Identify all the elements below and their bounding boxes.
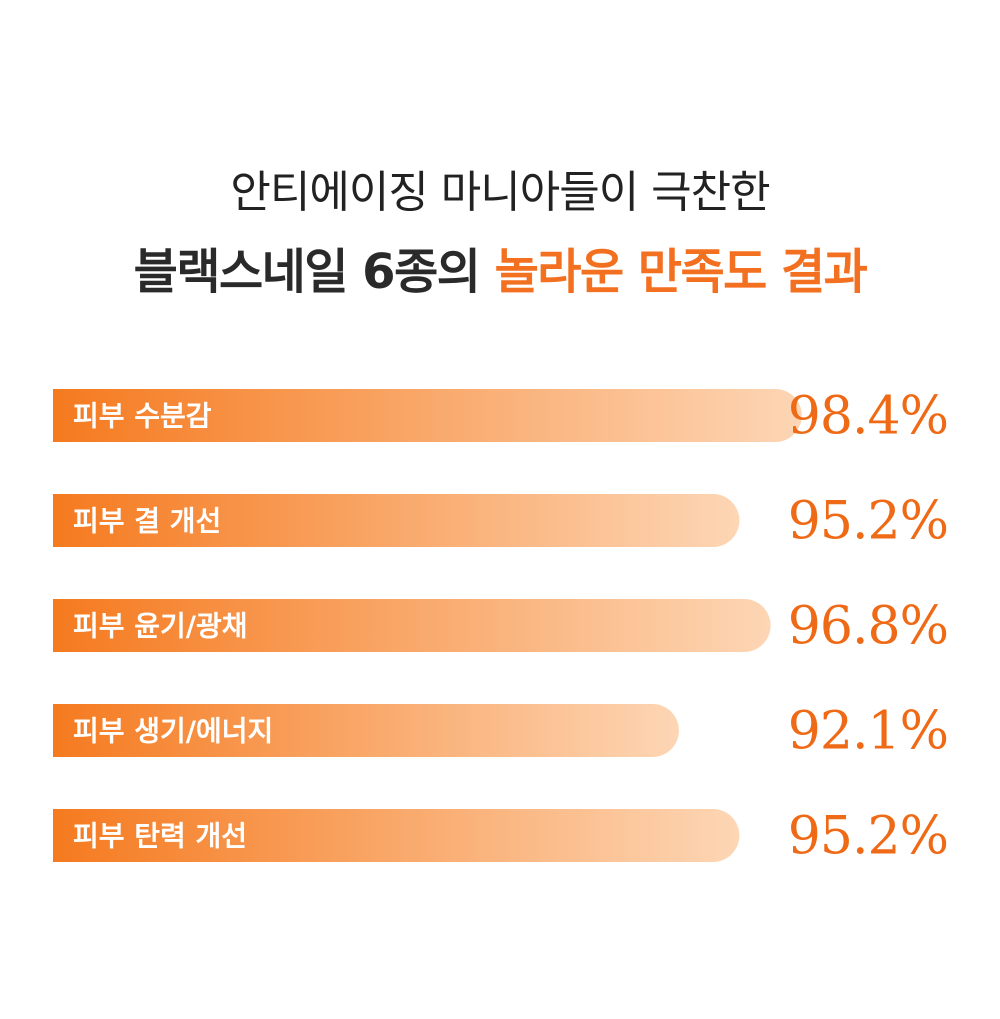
bar xyxy=(53,494,740,547)
bar-category-label: 피부 윤기/광채 xyxy=(73,610,248,643)
bar-row: 피부 수분감 98.4% xyxy=(53,387,949,447)
bar-value-label: 96.8% xyxy=(788,597,948,657)
bar-category-label: 피부 결 개선 xyxy=(73,505,221,538)
bar-category-label: 피부 수분감 xyxy=(73,400,212,433)
title-line-2: 블랙스네일 6종의 놀라운 만족도 결과 xyxy=(0,240,1000,304)
bar xyxy=(53,809,740,862)
bar-value-label: 95.2% xyxy=(788,807,948,867)
bar-row: 피부 결 개선 95.2% xyxy=(53,492,949,552)
bar-value-label: 95.2% xyxy=(788,492,948,552)
title-line-1: 안티에이징 마니아들이 극찬한 xyxy=(230,167,770,218)
bar-row: 피부 윤기/광채 96.8% xyxy=(53,597,949,657)
title-accent-part: 놀라운 만족도 결과 xyxy=(494,244,868,300)
bar xyxy=(53,389,802,442)
bar-row: 피부 생기/에너지 92.1% xyxy=(53,702,949,762)
bar-category-label: 피부 생기/에너지 xyxy=(73,715,273,748)
bar-category-label: 피부 탄력 개선 xyxy=(73,820,247,853)
bar xyxy=(53,599,771,652)
bar-row: 피부 탄력 개선 95.2% xyxy=(53,807,949,867)
bar xyxy=(53,704,679,757)
bar-value-label: 92.1% xyxy=(788,702,948,762)
bar-value-label: 98.4% xyxy=(788,387,948,447)
title-dark-part: 블랙스네일 6종의 xyxy=(133,244,495,300)
